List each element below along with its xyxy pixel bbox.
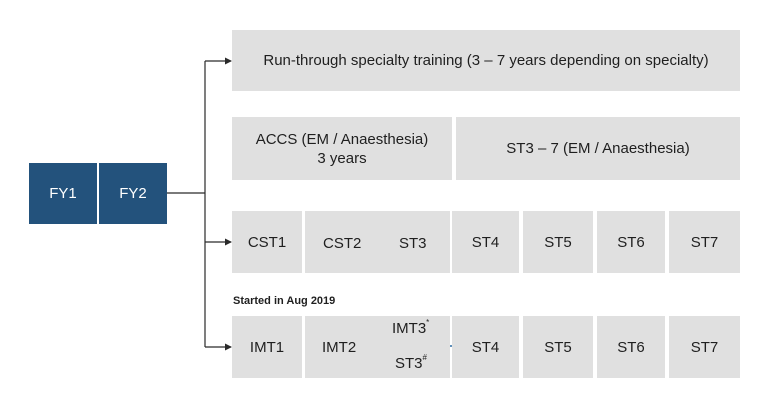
st3-branch-mark: #: [422, 353, 427, 362]
accs-line2: 3 years: [317, 149, 367, 167]
imt3-label: IMT3*: [392, 318, 430, 338]
cst2-label: CST2: [323, 235, 362, 252]
cst-st6-box: ST6: [597, 211, 665, 273]
st-accs-box: ST3 – 7 (EM / Anaesthesia): [456, 117, 740, 180]
cst-st5-box: ST5: [523, 211, 593, 273]
imt2-label: IMT2: [322, 339, 357, 356]
cst1-box: CST1: [232, 211, 302, 273]
runthrough-box: Run-through specialty training (3 – 7 ye…: [232, 30, 740, 91]
cst-st7-box: ST7: [669, 211, 740, 273]
imt1-box: IMT1: [232, 316, 302, 378]
accs-line1: ACCS (EM / Anaesthesia): [255, 130, 429, 148]
st3-branch-label: ST3#: [395, 353, 427, 373]
cst2-st3-box: [305, 211, 450, 273]
imt-st7-box: ST7: [669, 316, 740, 378]
fy1-box: FY1: [29, 163, 97, 224]
fy2-box: FY2: [99, 163, 167, 224]
cst-st4-box: ST4: [452, 211, 519, 273]
imt3-text: IMT3: [392, 320, 427, 337]
imt3-mark: *: [426, 318, 430, 327]
imt-st5-box: ST5: [523, 316, 593, 378]
imt2-branch-box: [305, 316, 450, 378]
imt-st6-box: ST6: [597, 316, 665, 378]
st3-branch-text: ST3: [395, 355, 423, 372]
st3-label: ST3: [399, 235, 427, 252]
imt-st4-box: ST4: [452, 316, 519, 378]
accs-box: ACCS (EM / Anaesthesia) 3 years: [232, 117, 452, 180]
imt-start-note: Started in Aug 2019: [233, 295, 336, 307]
